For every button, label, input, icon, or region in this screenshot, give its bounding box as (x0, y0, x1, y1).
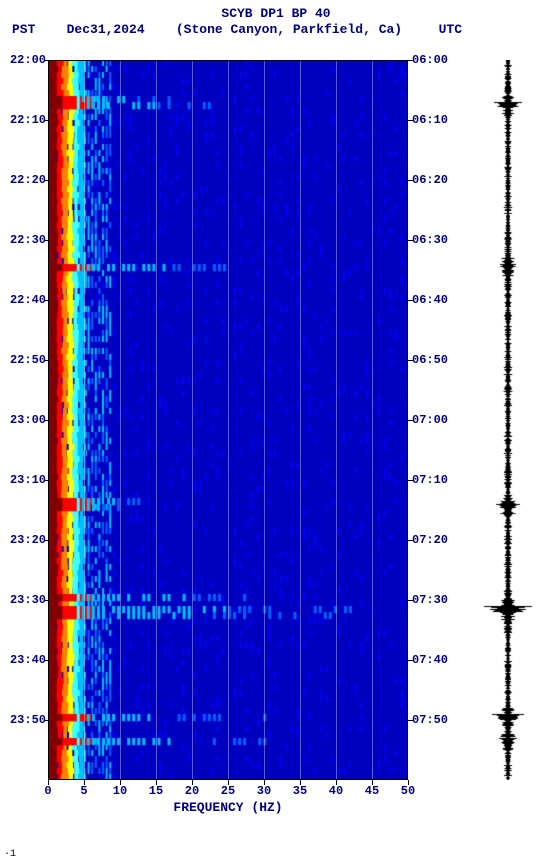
ytick-left-label: 23:20 (4, 533, 46, 547)
ytick-right-label: 07:10 (412, 473, 448, 487)
xtick-label: 5 (80, 784, 87, 798)
xtick-label: 0 (44, 784, 51, 798)
xtick-label: 10 (113, 784, 127, 798)
left-tz-label: PST (12, 22, 35, 37)
ytick-left-label: 22:20 (4, 173, 46, 187)
ytick-right-label: 07:50 (412, 713, 448, 727)
site-label: (Stone Canyon, Parkfield, Ca) (176, 22, 402, 37)
ytick-right-label: 06:00 (412, 53, 448, 67)
xtick-label: 35 (293, 784, 307, 798)
x-axis-label: FREQUENCY (HZ) (48, 800, 408, 815)
xtick-label: 25 (221, 784, 235, 798)
seismogram-canvas (480, 60, 536, 780)
ytick-left-label: 22:10 (4, 113, 46, 127)
ytick-left-label: 22:50 (4, 353, 46, 367)
ytick-right-label: 07:30 (412, 593, 448, 607)
ytick-right-label: 06:40 (412, 293, 448, 307)
xtick-label: 20 (185, 784, 199, 798)
ytick-right-label: 06:50 (412, 353, 448, 367)
ytick-left-label: 22:30 (4, 233, 46, 247)
spectrogram-plot (48, 60, 408, 780)
ytick-right-label: 06:20 (412, 173, 448, 187)
seismogram-plot (480, 60, 536, 780)
xtick-label: 50 (401, 784, 415, 798)
xtick-label: 15 (149, 784, 163, 798)
ytick-left-label: 22:00 (4, 53, 46, 67)
ytick-left-label: 23:10 (4, 473, 46, 487)
ytick-right-label: 07:40 (412, 653, 448, 667)
xtick-label: 30 (257, 784, 271, 798)
ytick-right-label: 07:00 (412, 413, 448, 427)
ytick-left-label: 23:00 (4, 413, 46, 427)
ytick-right-label: 06:30 (412, 233, 448, 247)
footnote: ·1 (4, 849, 16, 860)
ytick-right-label: 06:10 (412, 113, 448, 127)
date-label: Dec31,2024 (67, 22, 145, 37)
spectrogram-canvas (48, 60, 408, 780)
xtick-label: 45 (365, 784, 379, 798)
header-left: PST Dec31,2024 (Stone Canyon, Parkfield,… (12, 22, 402, 37)
plot-title: SCYB DP1 BP 40 (0, 6, 552, 21)
ytick-left-label: 23:30 (4, 593, 46, 607)
ytick-left-label: 22:40 (4, 293, 46, 307)
right-tz-label: UTC (439, 22, 462, 37)
ytick-right-label: 07:20 (412, 533, 448, 547)
xtick-label: 40 (329, 784, 343, 798)
ytick-left-label: 23:40 (4, 653, 46, 667)
ytick-left-label: 23:50 (4, 713, 46, 727)
